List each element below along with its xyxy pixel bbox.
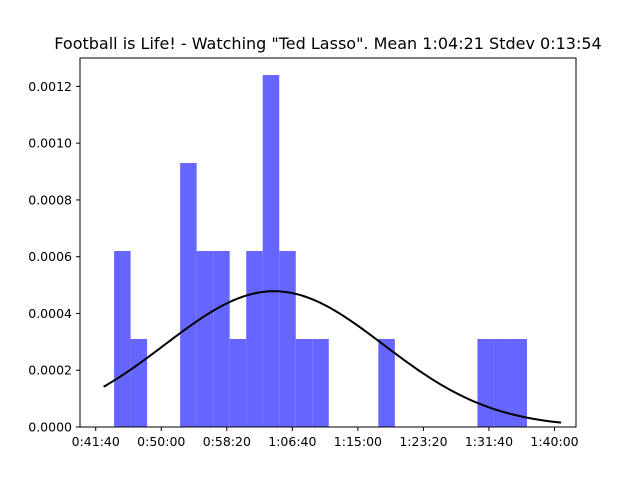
y-tick-label: 0.0010 bbox=[28, 136, 72, 151]
histogram-bars bbox=[114, 75, 527, 428]
normal-curve bbox=[103, 290, 562, 424]
y-axis: 0.0000 0.0002 0.0004 0.0006 0.0008 0.0010 0.00… bbox=[28, 79, 80, 435]
y-tick-label: 0.0012 bbox=[28, 79, 72, 94]
x-tick-label: 0:41:40 bbox=[72, 434, 120, 449]
histogram-bar bbox=[378, 339, 395, 427]
chart-title: Football is Life! - Watching "Ted Lasso"… bbox=[54, 34, 601, 53]
histogram-bar bbox=[114, 251, 131, 427]
x-tick-label: 0:50:00 bbox=[137, 434, 185, 449]
x-tick-label: 1:40:00 bbox=[530, 434, 578, 449]
x-tick-label: 1:06:40 bbox=[268, 434, 316, 449]
histogram-bar bbox=[312, 339, 329, 427]
y-tick-label: 0.0006 bbox=[28, 249, 72, 264]
x-tick-label: 1:31:40 bbox=[465, 434, 513, 449]
histogram-bar bbox=[477, 339, 494, 427]
histogram-bar bbox=[213, 251, 230, 427]
y-tick-label: 0.0004 bbox=[28, 306, 72, 321]
x-tick-label: 0:58:20 bbox=[203, 434, 251, 449]
histogram-bar bbox=[262, 75, 280, 428]
y-tick-label: 0.0008 bbox=[28, 192, 72, 207]
histogram-bar bbox=[196, 251, 214, 427]
histogram-bar bbox=[493, 339, 511, 427]
histogram-bar bbox=[279, 251, 296, 427]
histogram-bar bbox=[510, 339, 527, 427]
y-tick-label: 0.0002 bbox=[28, 363, 72, 378]
histogram-bar bbox=[130, 339, 148, 427]
plot-frame bbox=[79, 57, 577, 428]
histogram-bar bbox=[246, 251, 263, 427]
x-axis: 0:41:40 0:50:00 0:58:20 1:06:40 1:15:00 1:23:… bbox=[72, 427, 579, 449]
y-tick-label: 0.0000 bbox=[28, 420, 72, 435]
histogram-bar bbox=[180, 163, 197, 427]
histogram-bar bbox=[295, 339, 313, 427]
histogram-bar bbox=[229, 339, 247, 427]
x-tick-label: 1:15:00 bbox=[334, 434, 382, 449]
normal-curve-layer bbox=[103, 290, 562, 424]
x-tick-label: 1:23:20 bbox=[399, 434, 447, 449]
